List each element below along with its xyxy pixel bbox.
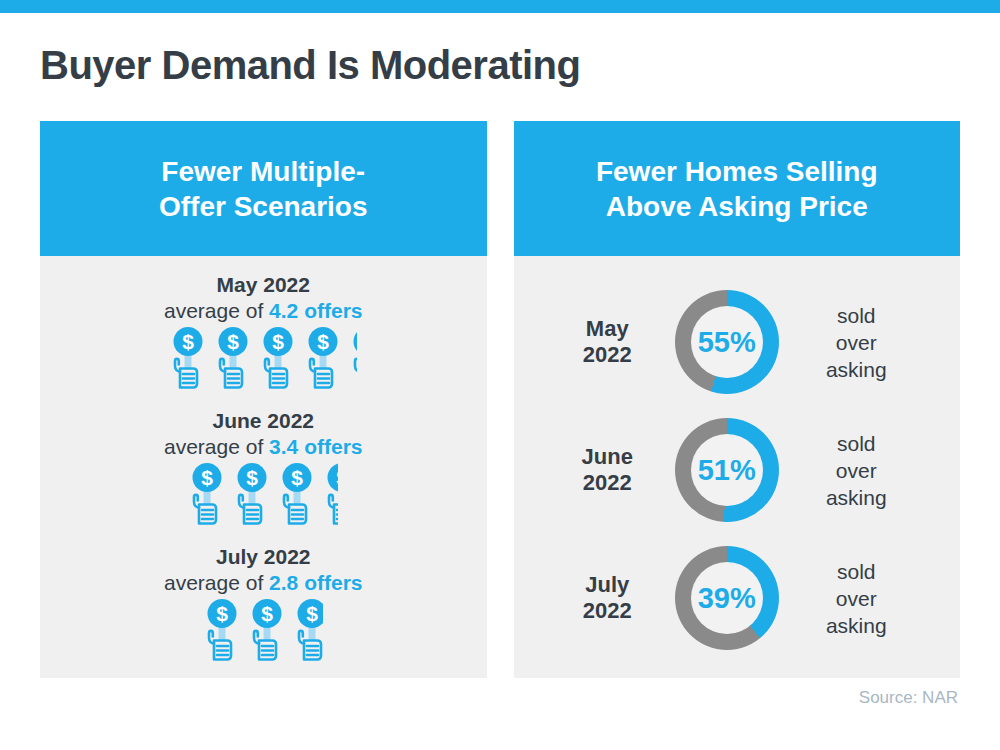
money-thumbs-up-icon: $ <box>304 326 342 392</box>
money-thumbs-up-icon: $ <box>248 598 286 664</box>
multiple-offers-body: May 2022 average of 4.2 offers $ $ $ $ $ Jun… <box>40 256 487 678</box>
svg-text:$: $ <box>227 330 239 353</box>
offer-row-june: June 2022 average of 3.4 offers $ $ $ $ <box>40 408 487 528</box>
donut-chart-july: 39% <box>675 546 779 650</box>
caption-line: asking <box>799 612 914 639</box>
average-offers-line: average of 4.2 offers <box>40 298 487 324</box>
offer-row-may: May 2022 average of 4.2 offers $ $ $ $ $ <box>40 272 487 392</box>
month-label: June 2022 <box>40 408 487 434</box>
average-prefix: average of <box>164 571 263 594</box>
average-value: 2.8 offers <box>269 571 362 594</box>
money-thumbs-up-icon-partial: $ <box>323 462 338 528</box>
money-thumbs-up-icon: $ <box>233 462 271 528</box>
page-title: Buyer Demand Is Moderating <box>40 43 1000 88</box>
caption-line: over <box>799 329 914 356</box>
month-line-1: June <box>560 444 655 470</box>
above-asking-body: May 2022 55% sold over asking <box>514 256 961 678</box>
multiple-offers-header: Fewer Multiple- Offer Scenarios <box>40 121 487 256</box>
percent-label: 55% <box>698 326 756 359</box>
svg-text:$: $ <box>182 330 194 353</box>
money-thumbs-up-icon: $ <box>203 598 241 664</box>
donut-hole: 55% <box>691 306 763 378</box>
offer-icons-row: $ $ $ $ <box>40 462 487 528</box>
month-line-1: July <box>560 572 655 598</box>
month-label: July 2022 <box>560 572 655 624</box>
month-line-2: 2022 <box>560 470 655 496</box>
above-asking-panel: Fewer Homes Selling Above Asking Price M… <box>514 121 961 678</box>
donut-hole: 51% <box>691 434 763 506</box>
money-thumbs-up-icon-partial: $ <box>349 326 357 392</box>
donut-row-july: July 2022 39% sold over asking <box>514 534 961 662</box>
offer-icons-row: $ $ $ $ $ <box>40 326 487 392</box>
svg-text:$: $ <box>336 466 338 489</box>
panels-container: Fewer Multiple- Offer Scenarios May 2022… <box>40 121 960 678</box>
top-accent-bar <box>0 0 1000 13</box>
average-offers-line: average of 3.4 offers <box>40 434 487 460</box>
svg-text:$: $ <box>201 466 213 489</box>
average-offers-line: average of 2.8 offers <box>40 570 487 596</box>
donut-caption: sold over asking <box>799 302 914 383</box>
caption-line: over <box>799 585 914 612</box>
svg-text:$: $ <box>306 602 318 625</box>
multiple-offers-panel: Fewer Multiple- Offer Scenarios May 2022… <box>40 121 487 678</box>
above-asking-header: Fewer Homes Selling Above Asking Price <box>514 121 961 256</box>
header-line-2: Above Asking Price <box>606 189 868 224</box>
infographic-page: Buyer Demand Is Moderating Fewer Multipl… <box>0 0 1000 708</box>
month-line-1: May <box>560 316 655 342</box>
svg-text:$: $ <box>291 466 303 489</box>
donut-caption: sold over asking <box>799 558 914 639</box>
caption-line: sold <box>799 430 914 457</box>
caption-line: sold <box>799 302 914 329</box>
donut-hole: 39% <box>691 562 763 634</box>
offer-icons-row: $ $ $ <box>40 598 487 664</box>
money-thumbs-up-icon: $ <box>169 326 207 392</box>
percent-label: 39% <box>698 582 756 615</box>
month-label: May 2022 <box>560 316 655 368</box>
svg-text:$: $ <box>216 602 228 625</box>
donut-chart-june: 51% <box>675 418 779 522</box>
month-line-2: 2022 <box>560 342 655 368</box>
caption-line: over <box>799 457 914 484</box>
svg-text:$: $ <box>261 602 273 625</box>
average-value: 3.4 offers <box>269 435 362 458</box>
header-line-2: Offer Scenarios <box>159 189 368 224</box>
donut-row-may: May 2022 55% sold over asking <box>514 278 961 406</box>
month-label: May 2022 <box>40 272 487 298</box>
month-label: June 2022 <box>560 444 655 496</box>
caption-line: sold <box>799 558 914 585</box>
caption-line: asking <box>799 356 914 383</box>
source-note: Source: NAR <box>0 688 958 708</box>
month-label: July 2022 <box>40 544 487 570</box>
svg-text:$: $ <box>272 330 284 353</box>
offer-row-july: July 2022 average of 2.8 offers $ $ $ <box>40 544 487 664</box>
donut-caption: sold over asking <box>799 430 914 511</box>
money-thumbs-up-icon: $ <box>188 462 226 528</box>
header-line-1: Fewer Homes Selling <box>596 154 878 189</box>
svg-text:$: $ <box>246 466 258 489</box>
money-thumbs-up-icon: $ <box>214 326 252 392</box>
money-thumbs-up-icon: $ <box>278 462 316 528</box>
svg-text:$: $ <box>317 330 329 353</box>
caption-line: asking <box>799 484 914 511</box>
donut-chart-may: 55% <box>675 290 779 394</box>
average-value: 4.2 offers <box>269 299 362 322</box>
percent-label: 51% <box>698 454 756 487</box>
average-prefix: average of <box>164 435 263 458</box>
month-line-2: 2022 <box>560 598 655 624</box>
money-thumbs-up-icon: $ <box>259 326 297 392</box>
header-line-1: Fewer Multiple- <box>161 154 365 189</box>
average-prefix: average of <box>164 299 263 322</box>
money-thumbs-up-icon-partial: $ <box>293 598 323 664</box>
donut-row-june: June 2022 51% sold over asking <box>514 406 961 534</box>
